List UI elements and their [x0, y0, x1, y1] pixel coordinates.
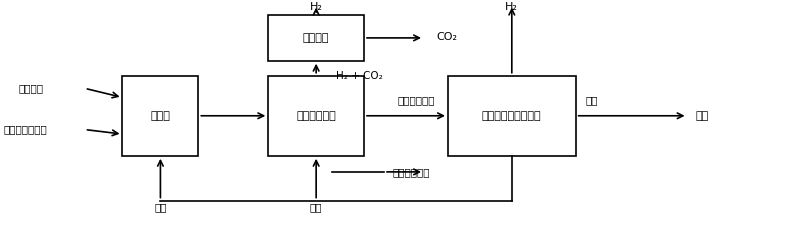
Text: 预处理: 预处理	[150, 111, 170, 121]
Text: H₂: H₂	[310, 2, 322, 12]
Text: 有机废水: 有机废水	[18, 83, 43, 93]
Text: H₂: H₂	[506, 2, 518, 12]
Text: 含有机酸废水: 含有机酸废水	[398, 95, 434, 105]
Bar	[448, 76, 576, 156]
Text: 固体有机废弃物: 固体有机废弃物	[4, 125, 48, 134]
Bar	[268, 15, 364, 61]
Text: 固体残渣排放: 固体残渣排放	[392, 167, 430, 177]
Text: 排放: 排放	[695, 111, 709, 121]
Bar	[268, 76, 364, 156]
Text: 微生物电解电池产氢: 微生物电解电池产氢	[482, 111, 542, 121]
Text: CO₂: CO₂	[436, 32, 457, 42]
Text: 厅氧发酵产氢: 厅氧发酵产氢	[296, 111, 336, 121]
Text: H₂ + CO₂: H₂ + CO₂	[336, 71, 383, 81]
Text: 净水: 净水	[586, 95, 598, 105]
Text: 回用: 回用	[154, 202, 166, 212]
Text: 气体分离: 气体分离	[303, 33, 330, 43]
Text: 回用: 回用	[310, 202, 322, 212]
Bar	[122, 76, 198, 156]
